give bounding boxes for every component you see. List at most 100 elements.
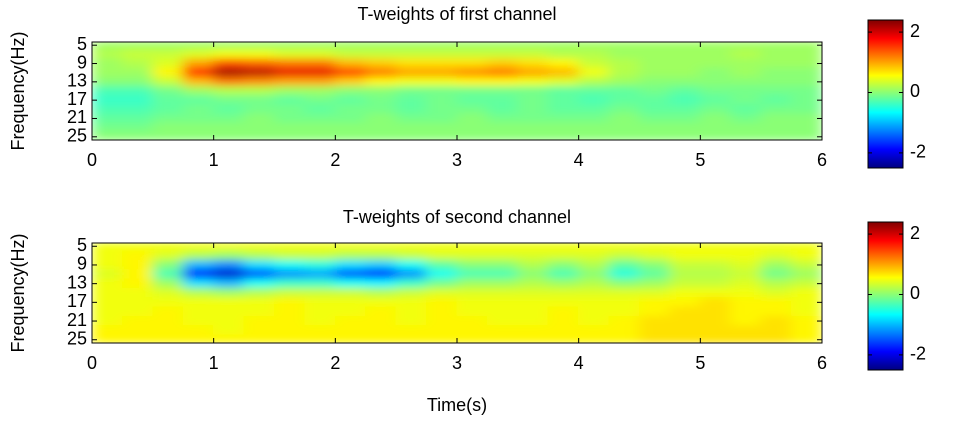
heat-cell	[547, 278, 580, 289]
heat-cell	[213, 104, 245, 115]
x-tick-label: 1	[209, 150, 219, 170]
heat-cell	[274, 42, 306, 51]
heat-cell	[760, 113, 793, 124]
heat-cell	[730, 334, 762, 343]
heat-cell	[547, 297, 580, 308]
heat-cell	[669, 67, 701, 78]
heat-cell	[547, 76, 580, 87]
heat-cell	[365, 315, 397, 327]
heat-cell	[121, 49, 154, 60]
heat-cell	[669, 334, 701, 343]
heat-cell	[517, 76, 549, 87]
heat-cell	[639, 315, 671, 327]
x-axis-label: Time(s)	[427, 395, 487, 415]
heat-cell	[669, 104, 701, 115]
heat-cell	[182, 306, 215, 317]
heat-cell	[395, 113, 428, 124]
heat-cell	[92, 49, 123, 60]
heat-cell	[213, 297, 245, 308]
heat-cell	[152, 49, 184, 60]
heat-cell	[365, 95, 397, 106]
heat-cell	[486, 122, 519, 133]
heat-cell	[182, 243, 215, 252]
heat-cell	[456, 104, 488, 115]
heat-cell	[608, 85, 640, 97]
heat-cell	[639, 49, 671, 60]
heat-cell	[578, 104, 610, 115]
heat-cell	[152, 58, 184, 69]
heat-cell	[456, 269, 488, 280]
heat-cell	[547, 95, 580, 106]
chart-title: T-weights of second channel	[343, 207, 571, 227]
heat-cell	[608, 259, 640, 271]
heat-cell	[365, 76, 397, 87]
heat-cell	[669, 85, 701, 97]
heat-cell	[92, 297, 123, 308]
heat-cell	[791, 250, 822, 261]
y-axis-label: Frequency(Hz)	[8, 31, 28, 150]
heat-cell	[304, 315, 336, 327]
y-tick-label: 21	[67, 107, 87, 127]
heat-cell	[152, 122, 184, 133]
heat-cell	[517, 49, 549, 60]
heat-cell	[182, 250, 215, 261]
heat-cell	[486, 306, 519, 317]
x-tick-label: 0	[87, 150, 97, 170]
heat-cell	[608, 122, 640, 133]
heat-cell	[669, 113, 701, 124]
heat-cell	[639, 67, 671, 78]
heat-cell	[760, 67, 793, 78]
heat-cell	[213, 95, 245, 106]
heat-cell	[517, 104, 549, 115]
heat-cell	[395, 334, 428, 343]
heat-cell	[365, 58, 397, 69]
heat-cell	[547, 334, 580, 343]
heat-cell	[639, 85, 671, 97]
heat-cell	[699, 131, 732, 140]
heat-cell	[426, 131, 458, 140]
heat-cell	[152, 95, 184, 106]
heat-cell	[639, 287, 671, 299]
heat-cell	[274, 325, 306, 336]
heat-cell	[395, 42, 428, 51]
heat-cell	[456, 49, 488, 60]
heat-cell	[730, 325, 762, 336]
heat-cell	[486, 334, 519, 343]
heat-cell	[121, 67, 154, 78]
heat-cell	[395, 122, 428, 133]
heat-cell	[152, 131, 184, 140]
heat-cell	[699, 250, 732, 261]
heat-cell	[121, 278, 154, 289]
heat-cell	[395, 95, 428, 106]
heat-cell	[547, 104, 580, 115]
heat-cell	[456, 297, 488, 308]
heat-cell	[578, 58, 610, 69]
heat-cell	[365, 269, 397, 280]
heat-cell	[274, 243, 306, 252]
heat-cell	[578, 49, 610, 60]
heat-cell	[92, 287, 123, 299]
heat-cell	[334, 85, 367, 97]
heat-cell	[243, 259, 275, 271]
y-tick-label: 13	[67, 71, 87, 91]
heat-cell	[274, 67, 306, 78]
heat-cell	[791, 122, 822, 133]
heat-cell	[639, 325, 671, 336]
heat-cell	[182, 76, 215, 87]
heat-cell	[456, 278, 488, 289]
heat-cell	[213, 315, 245, 327]
x-tick-label: 2	[330, 150, 340, 170]
heat-cell	[304, 259, 336, 271]
heat-cell	[760, 104, 793, 115]
heat-cell	[426, 287, 458, 299]
heat-cell	[486, 287, 519, 299]
heat-cell	[243, 325, 275, 336]
heat-cell	[578, 259, 610, 271]
heat-cell	[608, 58, 640, 69]
heat-cell	[121, 131, 154, 140]
x-tick-label: 6	[817, 150, 827, 170]
heat-cell	[699, 49, 732, 60]
heat-cell	[547, 243, 580, 252]
heat-cell	[547, 85, 580, 97]
colorbar-tick-label: -2	[910, 142, 926, 162]
